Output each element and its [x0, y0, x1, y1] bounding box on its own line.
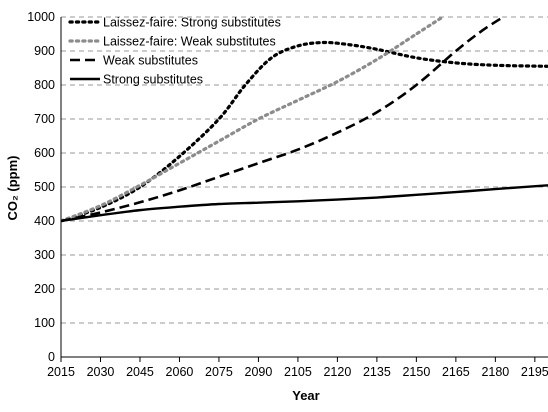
y-axis-title: CO₂ (ppm) [5, 156, 20, 221]
y-tick-label: 0 [48, 350, 55, 364]
series-line-2 [61, 16, 504, 223]
y-tick-label: 900 [34, 44, 55, 58]
y-tick-label: 800 [34, 78, 55, 92]
series-line-3 [61, 184, 548, 223]
x-tick-label: 2030 [87, 365, 115, 379]
legend: Laissez-faire: Strong substitutes Laissez… [68, 16, 281, 87]
y-tick-label: 200 [34, 282, 55, 296]
series-line-1 [61, 16, 445, 223]
x-tick-label: 2150 [402, 365, 430, 379]
x-tick-label: 2120 [323, 365, 351, 379]
y-tick-label: 300 [34, 248, 55, 262]
legend-label-2: Weak substitutes [103, 54, 198, 68]
x-tick-label: 2090 [245, 365, 273, 379]
y-tick-label: 100 [34, 316, 55, 330]
series-lines [61, 16, 548, 223]
x-tick-label: 2180 [481, 365, 509, 379]
x-tick-label: 2015 [47, 365, 75, 379]
x-axis-title: Year [292, 388, 319, 403]
series-line-0 [61, 40, 548, 223]
y-tick-label: 400 [34, 214, 55, 228]
gridlines [61, 16, 548, 324]
y-tick-label: 700 [34, 112, 55, 126]
x-tick-label: 2075 [205, 365, 233, 379]
axes: 0 100 200 300 400 500 600 700 800 900 1000 2015 2030… [27, 10, 548, 379]
x-tick-label: 2135 [363, 365, 391, 379]
x-tick-label: 2060 [166, 365, 194, 379]
legend-label-1: Laissez-faire: Weak substitutes [103, 35, 276, 49]
x-tick-label: 2195 [521, 365, 548, 379]
x-tick-label: 2105 [284, 365, 312, 379]
x-tick-label: 2165 [442, 365, 470, 379]
legend-label-3: Strong substitutes [103, 73, 203, 87]
y-tick-label: 600 [34, 146, 55, 160]
legend-label-0: Laissez-faire: Strong substitutes [103, 16, 281, 30]
x-tick-label: 2045 [126, 365, 154, 379]
y-tick-label: 500 [34, 180, 55, 194]
y-tick-label: 1000 [27, 10, 55, 24]
